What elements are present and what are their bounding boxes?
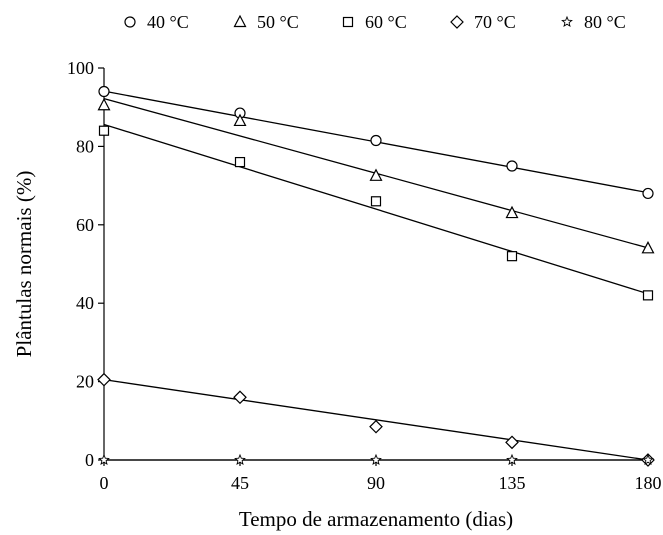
data-point-star	[98, 453, 110, 466]
legend-label: 60 °C	[365, 12, 407, 32]
legend-label: 40 °C	[147, 12, 189, 32]
y-axis-title: Plântulas normais (%)	[12, 171, 36, 358]
legend-marker-circle	[124, 16, 136, 28]
x-tick-label: 135	[499, 473, 526, 493]
y-tick-label: 60	[76, 215, 94, 235]
data-points	[97, 85, 655, 467]
axes	[103, 68, 648, 461]
y-tick-label: 100	[67, 58, 94, 78]
data-point-triangle	[233, 113, 247, 127]
legend-marker-star	[561, 15, 573, 28]
data-point-square	[98, 125, 110, 136]
ticks: 0 20 40 60 80 100 0 45 90 135 180	[67, 58, 662, 493]
data-point-square	[234, 156, 246, 168]
data-point-diamond	[233, 390, 247, 405]
x-tick-label: 45	[231, 473, 249, 493]
trendline	[103, 123, 649, 295]
data-point-square	[370, 196, 382, 207]
legend-marker-diamond	[450, 15, 464, 29]
trendline	[103, 378, 649, 461]
data-point-circle	[506, 160, 518, 172]
data-point-star	[642, 453, 654, 466]
data-point-diamond	[369, 419, 383, 434]
x-tick-label: 180	[635, 473, 662, 493]
data-point-square	[642, 290, 654, 301]
y-tick-label: 40	[76, 293, 94, 313]
trendlines	[103, 90, 649, 461]
data-point-star	[506, 453, 518, 466]
data-point-circle	[642, 187, 654, 200]
x-axis-title: Tempo de armazenamento (dias)	[239, 507, 513, 531]
data-point-square	[506, 251, 518, 262]
legend-label: 70 °C	[474, 12, 516, 32]
data-point-triangle	[641, 241, 655, 254]
x-tick-label: 90	[367, 473, 385, 493]
data-point-circle	[98, 85, 110, 98]
data-point-diamond	[505, 435, 519, 450]
y-tick-label: 0	[85, 450, 94, 470]
data-point-triangle	[505, 205, 519, 219]
data-point-star	[234, 453, 246, 466]
legend: 40 °C 50 °C 60 °C 70 °C 80 °C	[124, 12, 626, 32]
y-tick-label: 20	[76, 372, 94, 392]
data-point-triangle	[97, 97, 111, 111]
data-point-diamond	[97, 372, 111, 387]
data-point-circle	[370, 134, 382, 147]
data-point-triangle	[369, 168, 383, 181]
legend-label: 80 °C	[584, 12, 626, 32]
data-point-star	[370, 453, 382, 466]
legend-marker-triangle	[233, 14, 247, 28]
legend-marker-square	[342, 16, 354, 28]
legend-label: 50 °C	[257, 12, 299, 32]
x-tick-label: 0	[100, 473, 109, 493]
y-tick-label: 80	[76, 136, 94, 156]
